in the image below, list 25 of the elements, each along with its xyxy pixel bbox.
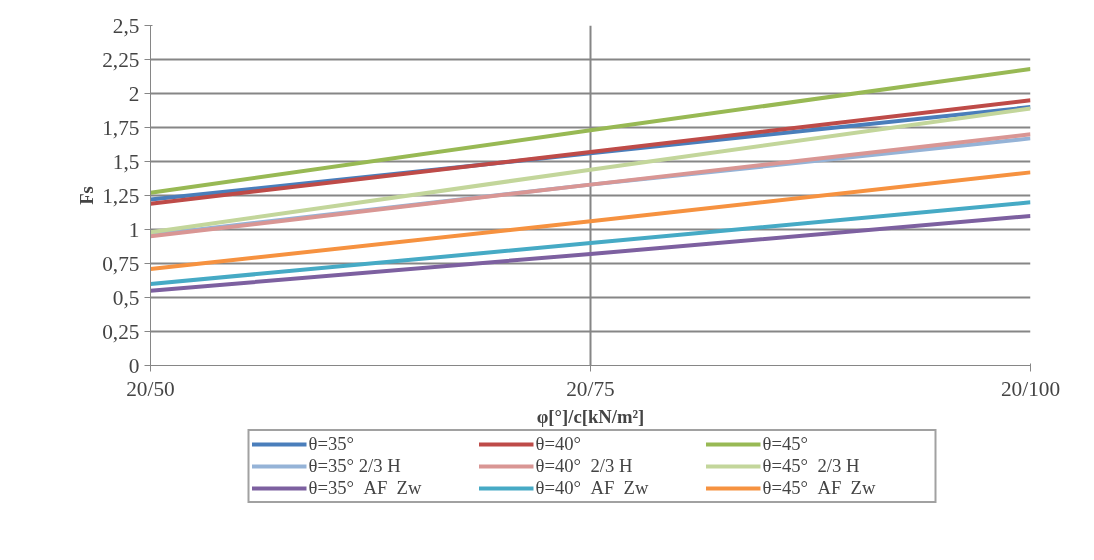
y-tick-label: 2: [128, 81, 140, 106]
y-tick-label: 1,25: [102, 183, 140, 208]
y-tick-label: 1: [128, 217, 140, 242]
x-axis-title: φ[°]/c[kN/m²]: [536, 405, 645, 427]
y-tick-label: 1,5: [112, 149, 140, 174]
x-tick-label: 20/100: [1000, 376, 1061, 401]
legend-label: θ=45° 2/3 H: [762, 455, 861, 477]
x-tick-label: 20/50: [126, 376, 175, 401]
legend-label: θ=40° 2/3 H: [535, 455, 634, 477]
legend-label: θ=45° AF Zw: [762, 477, 877, 499]
y-tick-label: 0,75: [102, 251, 140, 276]
y-tick-label: 0,5: [112, 285, 140, 310]
y-tick-label: 2,5: [112, 13, 140, 38]
legend-label: θ=35°: [308, 433, 356, 455]
y-tick-label: 1,75: [102, 115, 140, 140]
y-tick-label: 2,25: [102, 47, 140, 72]
legend-label: θ=40° AF Zw: [535, 477, 650, 499]
y-tick-label: 0: [128, 353, 140, 378]
y-tick-label: 0,25: [102, 319, 140, 344]
legend-label: θ=35° 2/3 H: [308, 455, 402, 477]
legend-label: θ=35° AF Zw: [308, 477, 423, 499]
y-axis-title: Fs: [76, 186, 98, 205]
legend-label: θ=40°: [535, 433, 583, 455]
x-tick-label: 20/75: [566, 376, 615, 401]
legend-label: θ=45°: [762, 433, 810, 455]
